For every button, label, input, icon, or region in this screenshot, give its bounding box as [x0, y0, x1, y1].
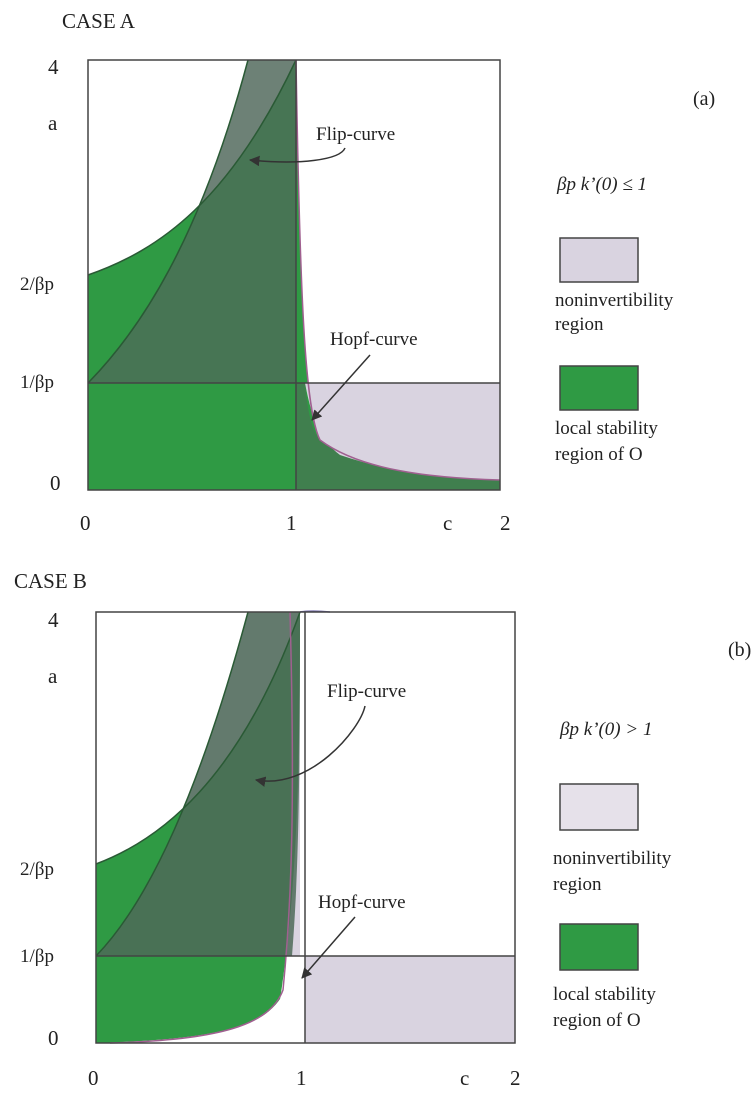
noninvert-boundary-a	[87, 59, 249, 384]
case-b-label: CASE B	[14, 569, 87, 593]
stability-region-a-bottom	[88, 383, 296, 490]
condition-a: βp k’(0) ≤ 1	[556, 174, 647, 195]
legend-stability-b-line1: local stability	[553, 984, 656, 1005]
lavender-tail-a	[305, 383, 500, 480]
plot-a-frame	[87, 59, 501, 491]
x-tick-b-2: 2	[510, 1066, 521, 1090]
x-tick-a-2: 2	[500, 511, 511, 535]
flip-arrow-b	[254, 705, 366, 787]
legend-noninvertibility-a-line2: region	[555, 314, 604, 335]
overlap-region-a-tail	[296, 383, 500, 490]
legend-noninvertibility-a-line1: noninvertibility	[555, 290, 674, 311]
y-tick-b-4: 4	[48, 608, 59, 632]
overlap-region-a	[88, 60, 296, 383]
hopf-curve-label-b: Hopf-curve	[318, 892, 406, 913]
flip-curve-label-b: Flip-curve	[327, 681, 406, 702]
y-axis-label-b: a	[48, 664, 58, 688]
x-tick-a-1: 1	[286, 511, 297, 535]
noninvert-boundary-b	[95, 611, 249, 957]
panel-a: CASE A (a) 4 a	[20, 9, 715, 535]
overlap-region-b	[96, 612, 300, 956]
legend-stability-a-line1: local stability	[555, 418, 658, 439]
plot-a-regions	[88, 60, 500, 490]
legend-swatch-noninvertibility-a	[559, 237, 639, 283]
noninvertibility-region-b-lower	[305, 956, 515, 1043]
condition-b: βp k’(0) > 1	[559, 719, 652, 740]
y-tick-a-4: 4	[48, 55, 59, 79]
legend-swatch-stability-b	[559, 923, 639, 971]
legend-swatch-noninvertibility-b	[559, 783, 639, 831]
white-cutout-b	[130, 956, 305, 1043]
y-tick-b-1overbeta: 1/βp	[20, 946, 54, 967]
flip-curve-b	[95, 611, 301, 865]
legend-stability-b-line2: region of O	[553, 1010, 641, 1031]
case-a-label: CASE A	[62, 9, 136, 33]
flip-curve-label-a: Flip-curve	[316, 124, 395, 145]
y-tick-a-0: 0	[50, 471, 61, 495]
x-axis-label-a: c	[443, 511, 452, 535]
x-tick-b-1: 1	[296, 1066, 307, 1090]
hopf-curve-b	[109, 611, 294, 1044]
y-tick-a-1overbeta: 1/βp	[20, 372, 54, 393]
hopf-arrow-b	[301, 916, 356, 979]
panel-b: CASE B (b) 4 a 2/βp 1/βp 0 0 1 c 2 Flip-…	[14, 569, 751, 1090]
legend-swatch-stability-a	[559, 365, 639, 411]
flip-curve-a	[87, 59, 297, 276]
flip-arrow-a	[248, 147, 346, 167]
y-tick-b-2overbeta: 2/βp	[20, 859, 54, 880]
x-axis-label-b: c	[460, 1066, 469, 1090]
y-axis-label-a: a	[48, 111, 58, 135]
x-tick-b-0: 0	[88, 1066, 99, 1090]
panel-b-letter: (b)	[728, 639, 751, 661]
hopf-curve-label-a: Hopf-curve	[330, 329, 418, 350]
legend-noninvertibility-b-line1: noninvertibility	[553, 848, 672, 869]
x-tick-a-0: 0	[80, 511, 91, 535]
panel-a-letter: (a)	[693, 88, 715, 110]
y-tick-b-0: 0	[48, 1026, 59, 1050]
plot-b-regions	[96, 612, 515, 1043]
y-tick-a-2overbeta: 2/βp	[20, 274, 54, 295]
hopf-arrow-a	[311, 354, 371, 421]
hopf-curve-a	[295, 59, 501, 481]
legend-stability-a-line2: region of O	[555, 444, 643, 465]
legend-noninvertibility-b-line2: region	[553, 874, 602, 895]
